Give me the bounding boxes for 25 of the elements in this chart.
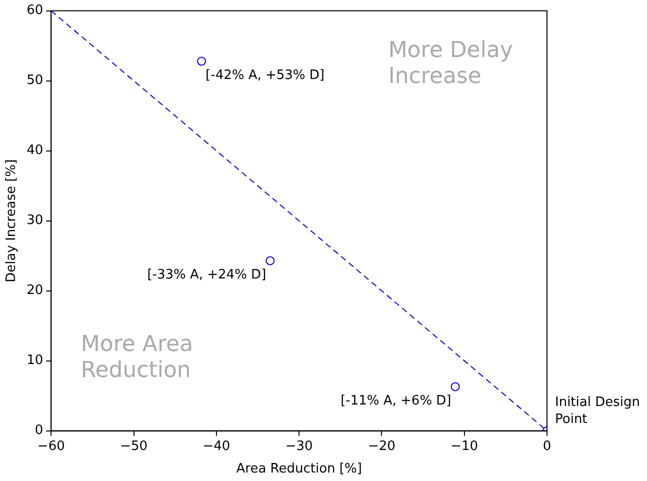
y-tick-label: 40 — [26, 143, 44, 158]
y-tick-label: 50 — [26, 73, 44, 88]
x-tick-label: −30 — [285, 438, 313, 454]
y-axis-title: Delay Increase [%] — [4, 159, 20, 282]
x-tick-label: −10 — [450, 438, 478, 454]
x-tick-label: 0 — [542, 438, 552, 454]
x-axis-title: Area Reduction [%] — [236, 462, 362, 477]
point — [450, 382, 460, 392]
annotation: Initial Design Point — [555, 394, 640, 427]
x-tick-label: −50 — [120, 438, 148, 454]
annotation: More Area Reduction — [80, 332, 194, 383]
y-tick-label: 20 — [26, 283, 44, 298]
y-tick-label: 30 — [26, 213, 44, 228]
y-tick-label: 60 — [26, 3, 44, 18]
y-tick-label: 10 — [26, 353, 44, 368]
annotation: [-11% A, +6% D] — [340, 394, 452, 409]
y-tick-label: 0 — [34, 423, 44, 438]
x-tick-label: −40 — [202, 438, 230, 454]
annotation: [-33% A, +24% D] — [147, 268, 266, 283]
annotation: [-42% A, +53% D] — [206, 68, 325, 84]
annotation: More Delay Increase — [388, 38, 513, 89]
x-tick-label: −20 — [368, 438, 396, 454]
point — [197, 56, 206, 66]
x-tick-label: −60 — [37, 438, 65, 454]
point — [266, 256, 275, 266]
